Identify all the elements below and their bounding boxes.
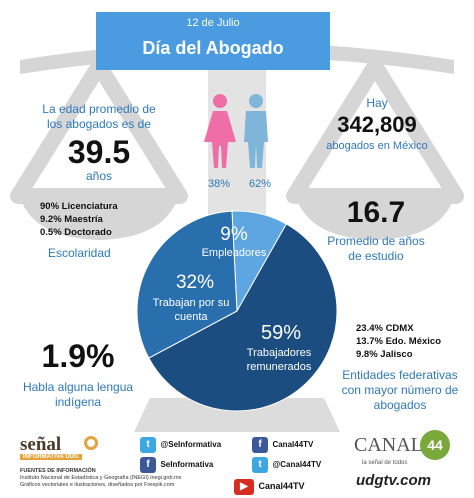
sources: FUENTES DE INFORMACIÓN Instituto Naciona… [20,468,230,489]
states-caption: Entidades federativas con mayor número d… [341,368,459,412]
education-item-maestria: 9.2% Maestría [40,214,103,225]
male-percent: 62% [249,178,272,190]
state-item-jalisco: 9.8% Jalisco [356,349,413,360]
state-item-cdmx: 23.4% CDMX [356,323,414,334]
youtube-icon: ▶ [234,479,254,495]
employment-pie-chart [136,210,338,412]
canal-44-badge: 44 [420,430,450,460]
pie-label-cuenta: Trabajan por su cuenta [152,297,230,323]
study-years-caption-1: Promedio de años [327,234,425,248]
canal-logo-tagline: la señal de todos [362,460,408,466]
pie-label-empleadores: Empleadores [201,247,267,259]
site-link[interactable]: udgtv.com [356,472,432,489]
canal44-logo[interactable]: CANAL 44 la señal de todos [354,430,458,470]
sources-line-2: Gráficos vectoriales e ilustraciones, di… [20,482,175,488]
indigenous-caption: Habla alguna lengua indígena [22,380,134,409]
sources-line-1: Instituto Nacional de Estadística y Geog… [20,475,182,481]
count-unit: abogados en México [326,140,428,152]
education-item-licenciatura: 90% Licenciatura [40,201,118,212]
sources-title: FUENTES DE INFORMACIÓN [20,468,96,474]
page-title: Día del Abogado [142,38,284,58]
indigenous-value: 1.9% [41,338,115,374]
date-label: 12 de Julio [186,17,240,29]
age-value: 39.5 [67,134,131,170]
social-youtube-canal44tv[interactable]: ▶ Canal44TV [234,476,304,495]
social-handle: SeInformativa [160,460,214,469]
pie-slice-cuenta-propia [136,210,238,359]
count-intro: Hay [366,96,388,110]
pie-label-cuenta-pct: 32% [175,272,215,293]
social-facebook-seinformativa[interactable]: f SeInformativa [140,454,213,473]
pie-label-remunerados: Trabajadores remunerados [246,347,312,373]
count-value: 342,809 [337,112,417,137]
twitter-icon: t [252,457,268,473]
education-list: 90% Licenciatura 9.2% Maestría 0.5% Doct… [40,200,118,239]
state-item-edomex: 13.7% Edo. México [356,336,442,347]
signal-icon [84,436,98,450]
senal-logo-subtext: INFORMATIVA UDG [20,454,82,460]
states-list: 23.4% CDMX 13.7% Edo. México 9.8% Jalisc… [356,322,441,361]
social-facebook-canal44tv[interactable]: f Canal44TV [252,434,313,453]
age-unit: años [85,169,113,183]
social-handle: @SeInformativa [160,440,222,449]
female-percent: 38% [208,178,231,190]
footer: señal INFORMATIVA UDG FUENTES DE INFORMA… [0,424,474,498]
gender-figures [204,94,268,168]
title-banner [96,12,330,70]
social-handle: @Canal44TV [272,460,322,469]
senal-logo-text: señal [20,434,62,455]
education-caption: Escolaridad [48,246,111,260]
study-years-value: 16.7 [346,196,406,229]
age-intro: La edad promedio de los abogados es de [42,102,156,131]
pie-label-remunerados-pct: 59% [260,322,302,344]
social-handle: Canal44TV [272,440,314,449]
social-handle: Canal44TV [258,481,305,491]
pie-slice-remunerados [148,223,338,412]
twitter-icon: t [140,437,156,453]
facebook-icon: f [252,437,268,453]
education-item-doctorado: 0.5% Doctorado [40,227,112,238]
facebook-icon: f [140,457,156,473]
social-twitter-canal44tv[interactable]: t @Canal44TV [252,454,321,473]
pie-label-empleadores-pct: 9% [220,224,248,245]
study-years-caption-2: de estudio [348,249,404,263]
social-twitter-seinformativa[interactable]: t @SeInformativa [140,434,221,453]
female-icon [204,94,236,168]
senal-informativa-logo[interactable]: señal INFORMATIVA UDG [20,434,98,460]
male-icon [244,94,268,168]
canal-logo-text: CANAL [354,434,423,456]
